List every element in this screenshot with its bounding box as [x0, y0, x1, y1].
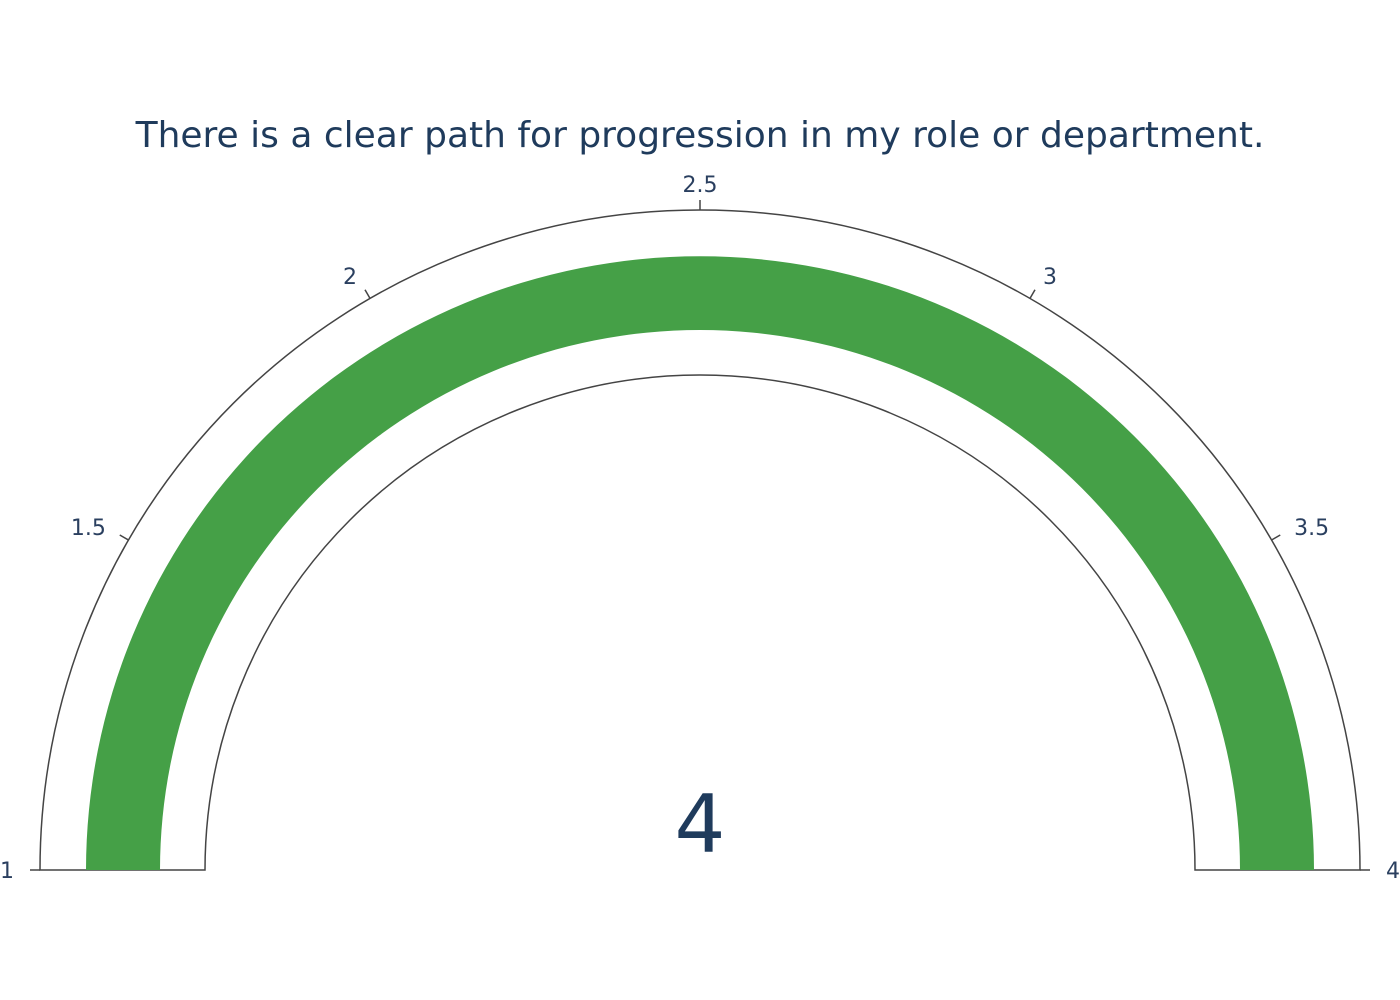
gauge-tick-mark [1271, 534, 1281, 541]
gauge-value-number: 4 [675, 778, 726, 871]
gauge-tick-label: 3 [1043, 265, 1057, 290]
chart-title: There is a clear path for progression in… [135, 115, 1265, 156]
gauge-body [39, 209, 1361, 871]
gauge-tick-label: 1 [0, 859, 14, 884]
gauge-tick-label: 3.5 [1294, 516, 1329, 541]
gauge-tick-mark [119, 534, 129, 541]
gauge-ticks: 1 1.5 2 2.5 3 3.5 4 [0, 173, 1400, 884]
gauge-tick-label: 1.5 [71, 516, 106, 541]
gauge-tick-label: 4 [1386, 859, 1400, 884]
gauge-tick-mark [364, 289, 371, 299]
gauge-tick-label: 2.5 [683, 173, 718, 198]
gauge-tick-mark [1029, 289, 1036, 299]
gauge-value-bar [86, 256, 1314, 870]
gauge-tick-label: 2 [343, 265, 357, 290]
